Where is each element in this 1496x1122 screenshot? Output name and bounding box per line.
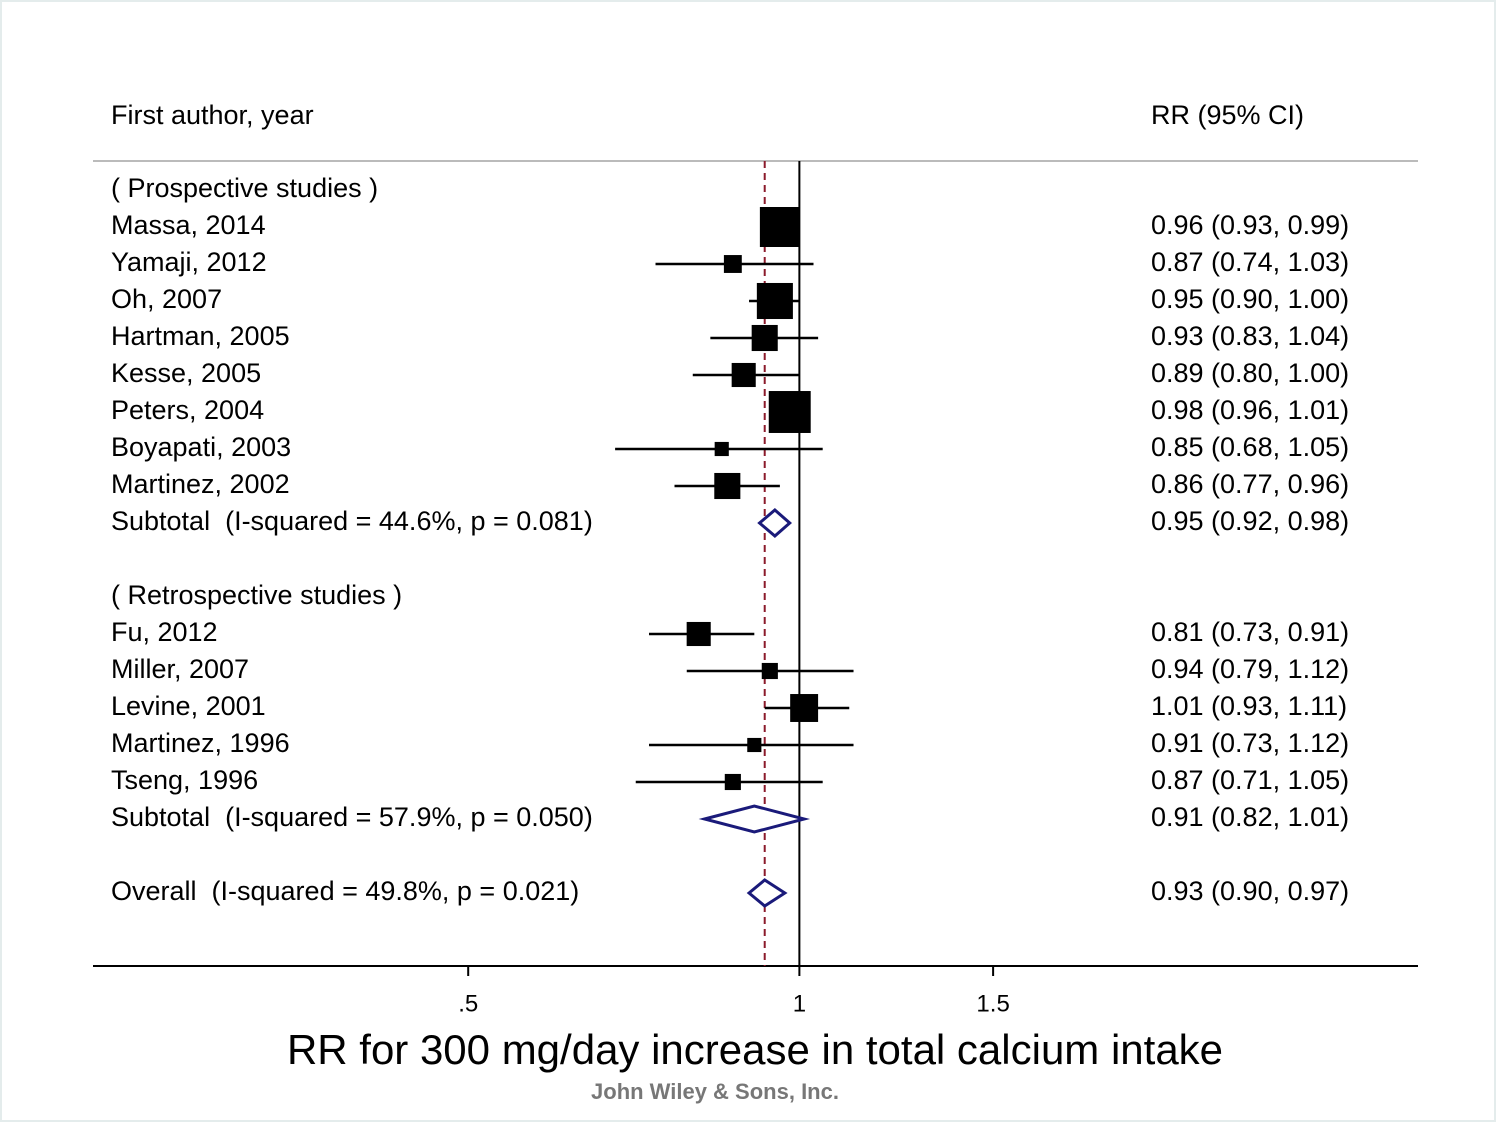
ci-label: 0.87 (0.71, 1.05) xyxy=(1151,765,1349,795)
column-header: First author, year xyxy=(111,100,314,130)
ci-label: 0.94 (0.79, 1.12) xyxy=(1151,654,1349,684)
ci-label: 0.91 (0.73, 1.12) xyxy=(1151,728,1349,758)
x-axis-label: RR for 300 mg/day increase in total calc… xyxy=(287,1026,1223,1073)
estimate-marker xyxy=(768,391,811,433)
row-label: Overall (I-squared = 49.8%, p = 0.021) xyxy=(111,876,579,906)
estimate-marker xyxy=(686,621,711,647)
row-label: Tseng, 1996 xyxy=(111,765,258,795)
row-label: Massa, 2014 xyxy=(111,210,266,240)
ci-label: 0.86 (0.77, 0.96) xyxy=(1151,469,1349,499)
ci-label: 0.87 (0.74, 1.03) xyxy=(1151,247,1349,277)
ci-label: 0.81 (0.73, 0.91) xyxy=(1151,617,1349,647)
group-label: ( Retrospective studies ) xyxy=(111,580,402,610)
estimate-marker xyxy=(723,255,742,273)
estimate-marker xyxy=(714,441,729,457)
ci-label: 0.95 (0.90, 1.00) xyxy=(1151,284,1349,314)
ci-label: 0.98 (0.96, 1.01) xyxy=(1151,395,1349,425)
estimate-marker xyxy=(751,324,778,352)
ci-label: 0.89 (0.80, 1.00) xyxy=(1151,358,1349,388)
row-label: Martinez, 1996 xyxy=(111,728,290,758)
source: John Wiley & Sons, Inc. xyxy=(591,1079,839,1104)
row-label: Kesse, 2005 xyxy=(111,358,261,388)
pooled-diamond xyxy=(746,878,788,908)
column-header: RR (95% CI) xyxy=(1151,100,1304,130)
ci-label: 1.01 (0.93, 1.11) xyxy=(1151,691,1347,721)
row-label: Boyapati, 2003 xyxy=(111,432,291,462)
row-label: Hartman, 2005 xyxy=(111,321,290,351)
row-label: Martinez, 2002 xyxy=(111,469,290,499)
ci-label: 0.96 (0.93, 0.99) xyxy=(1151,210,1349,240)
x-tick-label: 1 xyxy=(793,990,806,1017)
pooled-diamond xyxy=(698,804,811,834)
row-label: Miller, 2007 xyxy=(111,654,249,684)
row-label: Subtotal (I-squared = 44.6%, p = 0.081) xyxy=(111,506,593,536)
estimate-marker xyxy=(759,207,800,247)
x-tick-label: .5 xyxy=(458,990,478,1017)
estimate-marker xyxy=(761,662,778,680)
row-label: Oh, 2007 xyxy=(111,284,222,314)
x-tick-label: 1.5 xyxy=(976,990,1009,1017)
estimate-marker xyxy=(724,773,741,791)
estimate-marker xyxy=(747,737,762,753)
estimate-marker xyxy=(731,362,756,388)
ci-label: 0.91 (0.82, 1.01) xyxy=(1151,802,1349,832)
ci-label: 0.85 (0.68, 1.05) xyxy=(1151,432,1349,462)
row-label: Yamaji, 2012 xyxy=(111,247,267,277)
ci-label: 0.95 (0.92, 0.98) xyxy=(1151,506,1349,536)
row-label: Fu, 2012 xyxy=(111,617,218,647)
row-label: Levine, 2001 xyxy=(111,691,266,721)
estimate-marker xyxy=(756,282,793,320)
row-label: Subtotal (I-squared = 57.9%, p = 0.050) xyxy=(111,802,593,832)
pooled-diamond xyxy=(757,508,793,538)
estimate-marker xyxy=(790,694,819,722)
ci-label: 0.93 (0.90, 0.97) xyxy=(1151,876,1349,906)
estimate-marker xyxy=(714,472,741,500)
ci-label: 0.93 (0.83, 1.04) xyxy=(1151,321,1349,351)
group-label: ( Prospective studies ) xyxy=(111,173,378,203)
row-label: Peters, 2004 xyxy=(111,395,264,425)
